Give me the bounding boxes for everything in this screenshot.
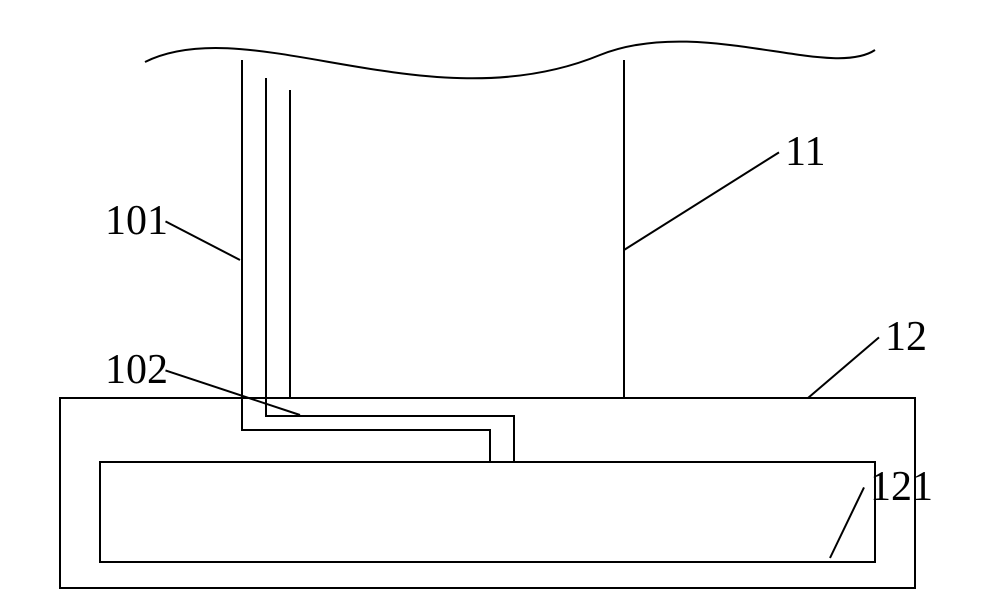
leader-102 [165, 370, 300, 415]
leader-11 [624, 152, 779, 250]
plate-12 [60, 398, 915, 588]
wave-top [145, 42, 875, 79]
label-12: 12 [885, 314, 927, 360]
label-101: 101 [105, 198, 168, 244]
leader-101 [165, 221, 240, 260]
label-11: 11 [785, 129, 825, 175]
block-121 [100, 462, 875, 562]
leader-121 [830, 487, 864, 558]
label-121: 121 [870, 464, 933, 510]
label-102: 102 [105, 347, 168, 393]
leader-12 [808, 337, 879, 398]
